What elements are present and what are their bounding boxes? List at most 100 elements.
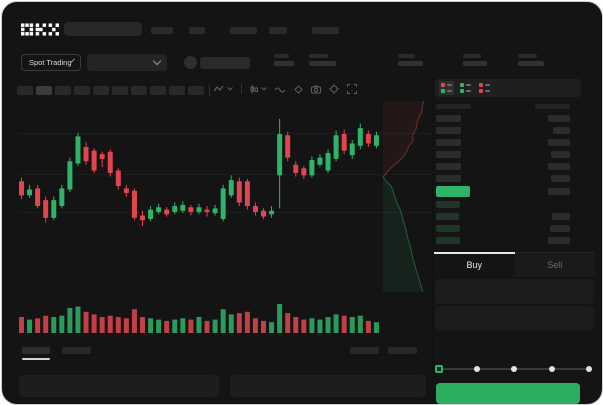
ask-row[interactable] <box>436 139 570 147</box>
ask-row[interactable] <box>436 151 570 159</box>
amount-input[interactable] <box>435 306 594 331</box>
chevron-down-icon <box>227 87 233 91</box>
color-square <box>479 89 483 93</box>
candle <box>341 134 347 151</box>
fullscreen-icon[interactable] <box>347 84 357 94</box>
ask-amount-bar <box>553 127 570 134</box>
line-glyph <box>465 90 471 92</box>
nav-item[interactable] <box>312 27 339 34</box>
account-button[interactable] <box>200 57 250 69</box>
orderbook-view-toggle <box>435 79 581 97</box>
interval-button[interactable] <box>36 86 52 95</box>
bid-row[interactable] <box>436 237 570 245</box>
ask-row[interactable] <box>436 115 570 123</box>
ask-row[interactable] <box>436 127 570 135</box>
line-overlay-icon[interactable] <box>275 86 286 93</box>
ask-row[interactable] <box>436 163 570 171</box>
pair-selector-dropdown[interactable] <box>87 54 167 71</box>
slider-handle[interactable] <box>435 365 443 373</box>
stat-value <box>309 61 336 66</box>
candlestick-chart[interactable] <box>17 100 380 290</box>
draw-tool-icon[interactable] <box>294 84 303 94</box>
nav-item[interactable] <box>189 27 205 34</box>
bottom-action[interactable] <box>350 347 379 354</box>
candle <box>131 190 137 218</box>
bottom-tab[interactable] <box>22 347 50 354</box>
orderbook-view-icon[interactable] <box>458 81 473 95</box>
orderbook-view-icon[interactable] <box>477 81 492 95</box>
buy-submit-button[interactable] <box>436 383 580 404</box>
last-price-badge[interactable] <box>436 186 470 197</box>
bid-row[interactable] <box>436 225 570 233</box>
interval-button[interactable] <box>17 86 33 95</box>
amount-slider[interactable] <box>435 364 592 374</box>
tab-sell-label: Sell <box>547 260 563 270</box>
bid-amount-bar <box>552 213 570 220</box>
candle <box>285 135 291 158</box>
color-square <box>441 89 445 93</box>
volume-bar <box>27 319 33 333</box>
line-glyph <box>484 84 490 86</box>
nav-item[interactable] <box>151 27 173 34</box>
interval-button[interactable] <box>74 86 90 95</box>
interval-button[interactable] <box>131 86 147 95</box>
search-input[interactable] <box>64 22 142 36</box>
volume-bar <box>140 317 145 333</box>
candle <box>301 168 307 176</box>
toolbar-divider <box>209 85 210 96</box>
bid-row[interactable] <box>436 201 570 209</box>
volume-bar <box>212 319 218 333</box>
slider-stop[interactable] <box>511 366 517 372</box>
candle-style-dropdown[interactable] <box>250 84 267 94</box>
candle <box>43 200 49 218</box>
nav-item[interactable] <box>269 27 287 34</box>
volume-bar <box>285 313 291 333</box>
volume-bar <box>252 318 258 333</box>
trade-tabs: Buy Sell <box>434 252 595 277</box>
camera-snapshot-icon[interactable] <box>311 85 321 94</box>
slider-stop[interactable] <box>473 366 480 372</box>
bid-row[interactable] <box>436 213 570 221</box>
orderbook-view-icon[interactable] <box>439 81 454 95</box>
tab-buy[interactable]: Buy <box>434 252 515 277</box>
interval-button[interactable] <box>93 86 109 95</box>
ask-amount-bar <box>548 163 570 170</box>
ask-row[interactable] <box>436 175 570 183</box>
line-glyph <box>465 84 471 86</box>
slider-stop[interactable] <box>586 366 592 372</box>
bid-price-bar <box>436 225 460 232</box>
interval-button[interactable] <box>150 86 166 95</box>
candle <box>67 161 73 190</box>
candle <box>19 181 24 196</box>
ask-price-bar <box>436 151 461 158</box>
volume-bar <box>373 322 379 333</box>
interval-buttons <box>17 86 204 95</box>
nav-item[interactable] <box>230 27 257 34</box>
stat-value <box>274 61 294 66</box>
bottom-tab[interactable] <box>62 347 91 354</box>
volume-bar <box>148 318 154 333</box>
interval-button[interactable] <box>112 86 128 95</box>
okx-logo <box>21 23 59 36</box>
indicator-icon <box>214 85 224 92</box>
bottom-action[interactable] <box>388 347 417 354</box>
price-input[interactable] <box>435 279 594 304</box>
candle <box>228 180 234 196</box>
candle <box>236 181 242 203</box>
chart-settings-icon[interactable] <box>329 84 339 94</box>
market-type-dropdown[interactable]: Spot Trading <box>21 54 81 71</box>
candle <box>317 157 323 165</box>
gridline <box>17 133 432 134</box>
interval-button[interactable] <box>55 86 71 95</box>
tab-sell[interactable]: Sell <box>514 253 595 277</box>
candle <box>83 147 89 162</box>
avatar[interactable] <box>184 56 197 69</box>
line-glyph <box>484 90 490 92</box>
indicator-dropdown[interactable] <box>214 85 233 93</box>
interval-button[interactable] <box>169 86 185 95</box>
interval-button[interactable] <box>188 86 204 95</box>
price-column-header <box>436 104 471 109</box>
slider-stop[interactable] <box>548 366 555 372</box>
candle <box>212 208 218 214</box>
color-square <box>460 89 464 93</box>
